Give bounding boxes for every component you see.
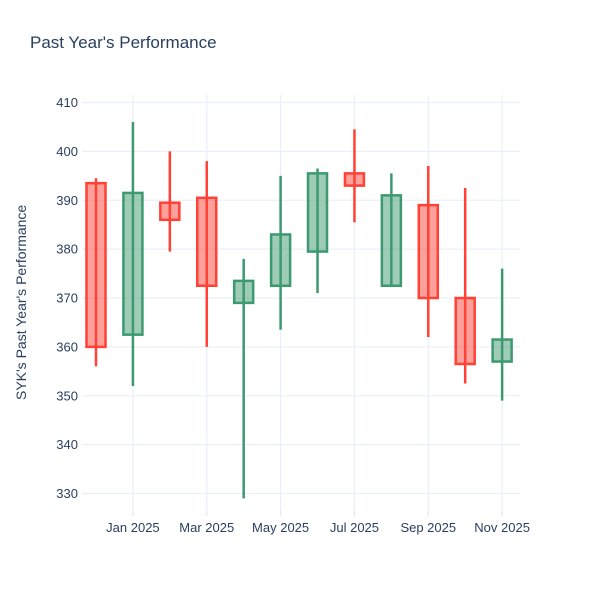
candle-body xyxy=(269,233,292,288)
candle-decreasing[interactable] xyxy=(417,166,440,338)
candle-body xyxy=(491,338,513,363)
candle-increasing[interactable] xyxy=(269,175,292,330)
x-tick-label: Jul 2025 xyxy=(330,520,379,535)
candle-body xyxy=(159,201,181,222)
candle-body xyxy=(122,191,144,336)
candle-body xyxy=(343,172,366,187)
x-tick-label: Jan 2025 xyxy=(106,520,160,535)
candle-increasing[interactable] xyxy=(232,258,255,499)
candle-decreasing[interactable] xyxy=(454,188,476,384)
candle-body xyxy=(196,196,218,288)
candle-body xyxy=(417,203,440,300)
candle-body xyxy=(232,279,255,305)
candle-body xyxy=(454,296,476,366)
x-tick-label: Nov 2025 xyxy=(474,520,530,535)
candle-body xyxy=(380,194,403,288)
x-tick-label: Mar 2025 xyxy=(179,520,234,535)
y-tick-label: 340 xyxy=(56,437,78,452)
y-tick-label: 360 xyxy=(56,339,78,354)
candle-decreasing[interactable] xyxy=(343,129,366,223)
candle-increasing[interactable] xyxy=(306,168,329,294)
y-tick-label: 330 xyxy=(56,486,78,501)
y-tick-label: 400 xyxy=(56,144,78,159)
y-tick-label: 350 xyxy=(56,388,78,403)
candle-increasing[interactable] xyxy=(380,173,403,288)
candle-increasing[interactable] xyxy=(122,122,144,386)
x-tick-label: Sep 2025 xyxy=(400,520,456,535)
y-tick-label: 380 xyxy=(56,242,78,257)
candle-body xyxy=(85,181,107,349)
chart-title: Past Year's Performance xyxy=(30,33,217,52)
candle-decreasing[interactable] xyxy=(85,178,107,367)
candle-decreasing[interactable] xyxy=(196,161,218,347)
y-tick-label: 370 xyxy=(56,291,78,306)
candle-body xyxy=(306,172,329,253)
y-tick-label: 390 xyxy=(56,193,78,208)
candle-increasing[interactable] xyxy=(491,268,513,401)
x-tick-label: May 2025 xyxy=(252,520,309,535)
y-tick-label: 410 xyxy=(56,95,78,110)
candle-decreasing[interactable] xyxy=(159,151,181,252)
